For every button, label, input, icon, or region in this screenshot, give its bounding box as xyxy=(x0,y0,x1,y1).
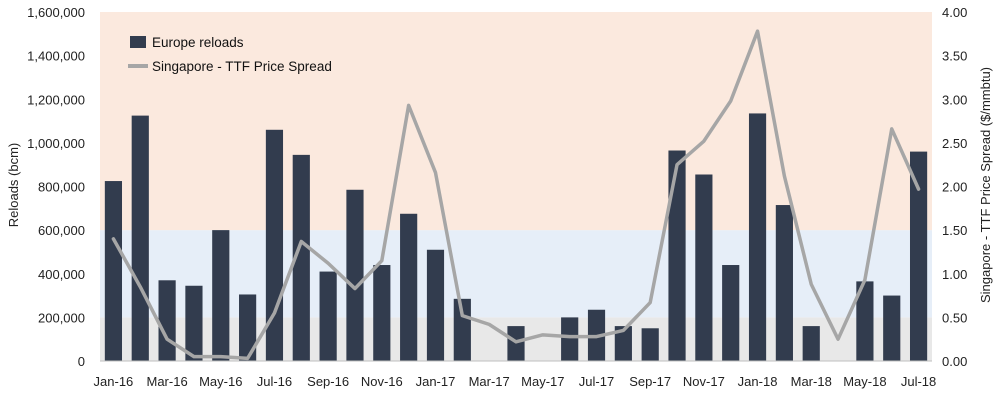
bar xyxy=(909,151,928,361)
bar xyxy=(426,249,445,361)
bar xyxy=(641,328,659,361)
background-bands xyxy=(100,12,932,361)
x-tick-label: Jan-18 xyxy=(738,374,778,389)
bar xyxy=(561,317,579,362)
right-tick-label: 1.50 xyxy=(942,223,967,238)
x-tick-label: Sep-17 xyxy=(629,374,671,389)
legend-label-bar: Europe reloads xyxy=(152,35,244,50)
x-tick-label: Jan-17 xyxy=(416,374,456,389)
x-axis-ticks: Jan-16 Mar-16 May-16 Jul-16 Sep-16 Nov-16 Jan-… xyxy=(94,374,937,389)
x-tick-label: May-18 xyxy=(843,374,886,389)
bar xyxy=(775,205,793,361)
right-tick-label: 4.00 xyxy=(942,5,967,20)
background-band xyxy=(100,12,932,231)
bar xyxy=(292,154,310,361)
bar xyxy=(748,113,767,362)
right-axis-title: Singapore - TTF Price Spread ($/mmbtu) xyxy=(978,67,993,303)
left-axis-ticks: 0 200,000 400,000 600,000 800,000 1,000,000 1,… xyxy=(27,5,85,369)
bar xyxy=(695,174,713,361)
bar xyxy=(212,230,230,362)
x-tick-label: Jul-16 xyxy=(257,374,292,389)
left-tick-label: 1,600,000 xyxy=(27,5,85,20)
bar xyxy=(856,281,874,361)
right-tick-label: 3.50 xyxy=(942,49,967,64)
left-tick-label: 400,000 xyxy=(38,267,85,282)
left-tick-label: 800,000 xyxy=(38,180,85,195)
bar xyxy=(373,265,391,361)
x-tick-label: Mar-18 xyxy=(791,374,832,389)
left-tick-label: 1,400,000 xyxy=(27,49,85,64)
x-tick-label: Nov-17 xyxy=(683,374,725,389)
background-band xyxy=(100,230,932,318)
x-tick-label: May-17 xyxy=(521,374,564,389)
bar xyxy=(802,326,820,361)
left-axis-title: Reloads (bcm) xyxy=(6,143,21,228)
left-tick-label: 600,000 xyxy=(38,223,85,238)
bar xyxy=(239,294,257,361)
x-tick-label: Jul-17 xyxy=(579,374,614,389)
x-tick-label: Sep-16 xyxy=(307,374,349,389)
x-tick-label: Nov-16 xyxy=(361,374,403,389)
bar xyxy=(131,115,149,361)
legend-label-line: Singapore - TTF Price Spread xyxy=(152,59,332,74)
line-series xyxy=(111,29,921,361)
legend-swatch-bar xyxy=(130,36,146,48)
x-tick-label: Mar-16 xyxy=(147,374,188,389)
right-tick-label: 0.50 xyxy=(942,310,967,325)
x-tick-label: Jul-18 xyxy=(901,374,936,389)
bar xyxy=(346,189,364,361)
spread-line xyxy=(111,29,921,361)
right-axis-ticks: 0.00 0.50 1.00 1.50 2.00 2.50 3.00 3.50 4.00 xyxy=(942,5,967,369)
bar xyxy=(614,326,632,361)
left-tick-label: 1,000,000 xyxy=(27,136,85,151)
x-tick-label: May-16 xyxy=(199,374,242,389)
bar xyxy=(104,181,123,361)
left-tick-label: 1,200,000 xyxy=(27,92,85,107)
bar xyxy=(722,265,740,361)
left-tick-label: 200,000 xyxy=(38,310,85,325)
right-tick-label: 3.00 xyxy=(942,92,967,107)
bar xyxy=(883,295,901,361)
right-tick-label: 2.50 xyxy=(942,136,967,151)
legend: Europe reloads Singapore - TTF Price Spr… xyxy=(128,35,332,74)
bar xyxy=(668,150,686,361)
bar xyxy=(453,298,471,361)
right-tick-label: 2.00 xyxy=(942,180,967,195)
x-tick-label: Jan-16 xyxy=(94,374,134,389)
right-tick-label: 0.00 xyxy=(942,354,967,369)
bar xyxy=(400,213,418,361)
x-tick-label: Mar-17 xyxy=(469,374,510,389)
bar xyxy=(158,280,176,361)
bar xyxy=(185,285,203,361)
right-tick-label: 1.00 xyxy=(942,267,967,282)
bar xyxy=(319,271,337,361)
left-tick-label: 0 xyxy=(78,354,85,369)
